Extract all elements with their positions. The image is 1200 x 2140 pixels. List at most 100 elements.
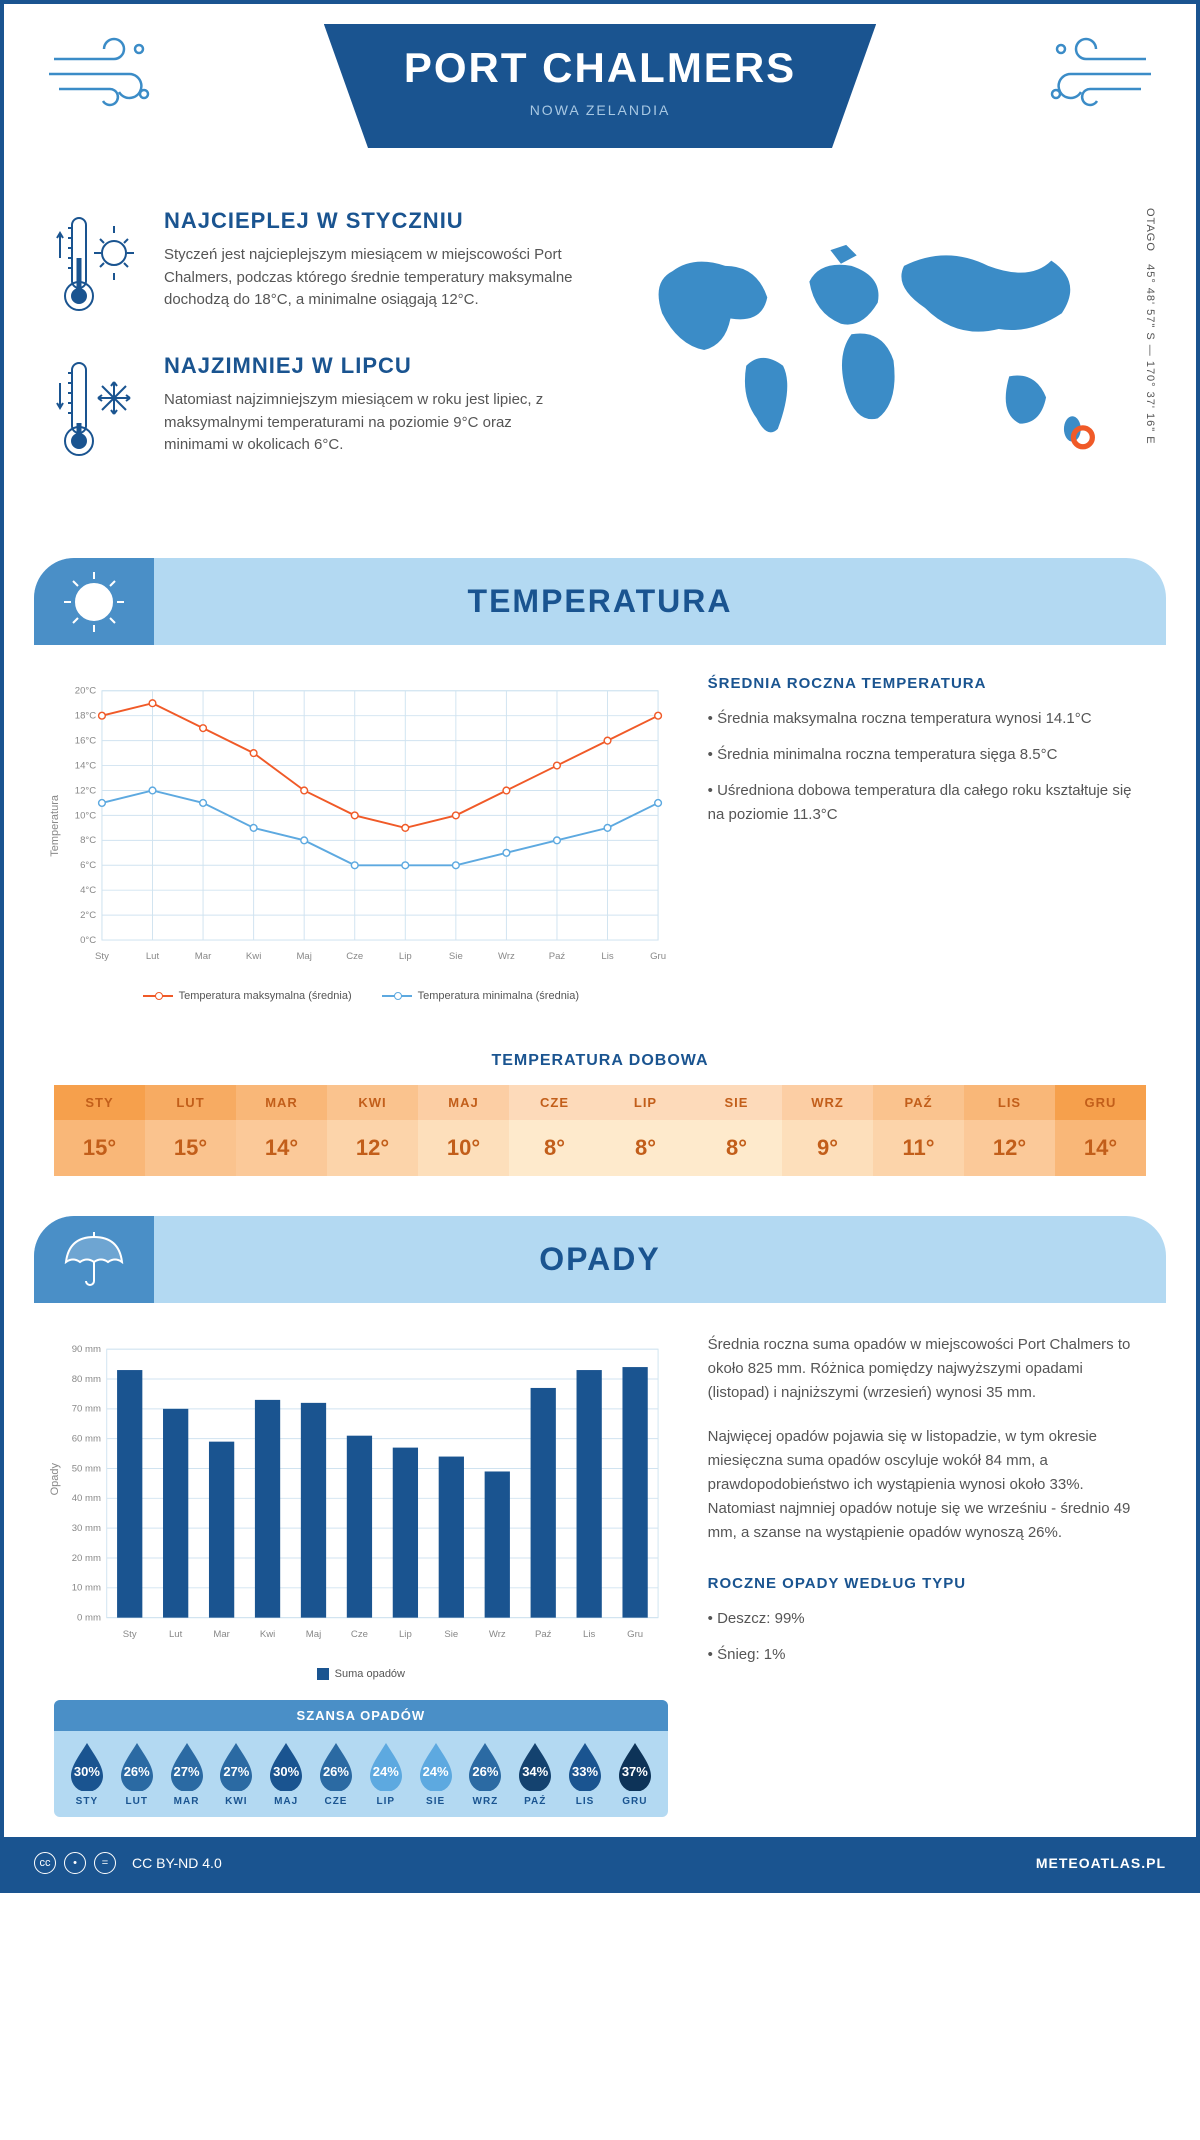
umbrella-icon [34,1216,154,1303]
svg-text:Kwi: Kwi [246,951,261,962]
chance-box: SZANSA OPADÓW 30% STY 26% LUT 27% MAR 27… [54,1700,668,1817]
daily-temp-table: STY 15°LUT 15°MAR 14°KWI 12°MAJ 10°CZE 8… [54,1085,1146,1176]
warmest-block: NAJCIEPLEJ W STYCZNIU Styczeń jest najci… [54,208,580,323]
sun-icon [34,558,154,645]
svg-text:Sty: Sty [123,1629,137,1640]
chance-cell: 27% KWI [213,1741,259,1807]
chance-title: SZANSA OPADÓW [54,1700,668,1731]
temp-bullet: • Uśredniona dobowa temperatura dla całe… [708,779,1146,827]
wind-icon [44,34,164,119]
warmest-heading: NAJCIEPLEJ W STYCZNIU [164,208,580,234]
svg-text:Sie: Sie [449,951,463,962]
svg-text:Gru: Gru [627,1629,643,1640]
svg-text:90 mm: 90 mm [72,1344,101,1355]
dobowa-cell: STY 15° [54,1085,145,1176]
page-subtitle: NOWA ZELANDIA [404,102,796,118]
svg-text:14°C: 14°C [75,760,96,771]
svg-text:Lip: Lip [399,1629,412,1640]
dobowa-cell: WRZ 9° [782,1085,873,1176]
svg-text:Lip: Lip [399,951,412,962]
svg-text:12°C: 12°C [75,785,96,796]
svg-text:Paź: Paź [549,951,566,962]
wind-icon [1036,34,1156,119]
warmest-text: Styczeń jest najcieplejszym miesiącem w … [164,244,580,312]
nd-icon: = [94,1852,116,1874]
svg-text:Lis: Lis [601,951,613,962]
temperature-title: TEMPERATURA [34,583,1166,620]
temp-y-label: Temperatura [49,795,61,857]
intro-section: NAJCIEPLEJ W STYCZNIU Styczeń jest najci… [4,188,1196,538]
svg-text:10 mm: 10 mm [72,1583,101,1594]
chance-cell: 26% LUT [114,1741,160,1807]
chance-cell: 30% MAJ [263,1741,309,1807]
svg-text:10°C: 10°C [75,810,96,821]
svg-text:Lis: Lis [583,1629,595,1640]
coordinates: OTAGO 45° 48' 57" S — 170° 37' 16" E [1144,208,1156,445]
chance-cell: 24% SIE [413,1741,459,1807]
svg-text:Sie: Sie [444,1629,458,1640]
dobowa-cell: MAR 14° [236,1085,327,1176]
page-footer: cc • = CC BY-ND 4.0 METEOATLAS.PL [4,1837,1196,1889]
svg-text:Wrz: Wrz [489,1629,506,1640]
svg-text:Gru: Gru [650,951,666,962]
chance-cell: 24% LIP [363,1741,409,1807]
svg-text:Paź: Paź [535,1629,552,1640]
thermometer-hot-icon [54,208,144,323]
chance-cell: 26% CZE [313,1741,359,1807]
svg-text:2°C: 2°C [80,910,96,921]
by-icon: • [64,1852,86,1874]
chance-cell: 27% MAR [164,1741,210,1807]
svg-text:6°C: 6°C [80,860,96,871]
svg-text:60 mm: 60 mm [72,1434,101,1445]
dobowa-cell: SIE 8° [691,1085,782,1176]
dobowa-cell: MAJ 10° [418,1085,509,1176]
coldest-heading: NAJZIMNIEJ W LIPCU [164,353,580,379]
page-header: PORT CHALMERS NOWA ZELANDIA [4,4,1196,188]
coldest-block: NAJZIMNIEJ W LIPCU Natomiast najzimniejs… [54,353,580,468]
precip-legend: Suma opadów [54,1668,668,1680]
dobowa-cell: KWI 12° [327,1085,418,1176]
precip-type-heading: ROCZNE OPADY WEDŁUG TYPU [708,1575,1146,1592]
svg-text:Kwi: Kwi [260,1629,275,1640]
thermometer-cold-icon [54,353,144,468]
svg-text:80 mm: 80 mm [72,1374,101,1385]
license-text: CC BY-ND 4.0 [132,1855,222,1871]
svg-text:4°C: 4°C [80,885,96,896]
site-name: METEOATLAS.PL [1036,1855,1166,1871]
dobowa-cell: LIP 8° [600,1085,691,1176]
cc-icon: cc [34,1852,56,1874]
coldest-text: Natomiast najzimniejszym miesiącem w rok… [164,389,580,457]
precip-section-header: OPADY [34,1216,1166,1303]
svg-text:0 mm: 0 mm [77,1613,101,1624]
precipitation-chart: 0 mm10 mm20 mm30 mm40 mm50 mm60 mm70 mm8… [54,1333,668,1653]
precip-type-snow: • Śnieg: 1% [708,1643,1146,1667]
temp-bullet: • Średnia maksymalna roczna temperatura … [708,707,1146,731]
svg-text:20 mm: 20 mm [72,1553,101,1564]
svg-text:Mar: Mar [213,1629,230,1640]
chance-cell: 37% GRU [612,1741,658,1807]
chance-cell: 34% PAŹ [512,1741,558,1807]
svg-text:Maj: Maj [306,1629,321,1640]
map-block: OTAGO 45° 48' 57" S — 170° 37' 16" E [620,208,1146,498]
temp-avg-heading: ŚREDNIA ROCZNA TEMPERATURA [708,675,1146,692]
svg-text:Sty: Sty [95,951,109,962]
svg-text:Lut: Lut [169,1629,183,1640]
precip-title: OPADY [34,1241,1166,1278]
svg-text:18°C: 18°C [75,711,96,722]
precip-type-rain: • Deszcz: 99% [708,1607,1146,1631]
temp-bullet: • Średnia minimalna roczna temperatura s… [708,743,1146,767]
chance-cell: 30% STY [64,1741,110,1807]
dobowa-cell: GRU 14° [1055,1085,1146,1176]
chance-cell: 26% WRZ [463,1741,509,1807]
svg-text:70 mm: 70 mm [72,1404,101,1415]
dobowa-cell: LIS 12° [964,1085,1055,1176]
dobowa-title: TEMPERATURA DOBOWA [4,1052,1196,1070]
svg-text:50 mm: 50 mm [72,1463,101,1474]
temperature-section-header: TEMPERATURA [34,558,1166,645]
precip-text: Średnia roczna suma opadów w miejscowośc… [708,1333,1146,1405]
svg-text:8°C: 8°C [80,835,96,846]
temp-legend: Temperatura maksymalna (średnia) Tempera… [54,990,668,1002]
svg-text:40 mm: 40 mm [72,1493,101,1504]
svg-text:20°C: 20°C [75,686,96,697]
dobowa-cell: PAŹ 11° [873,1085,964,1176]
